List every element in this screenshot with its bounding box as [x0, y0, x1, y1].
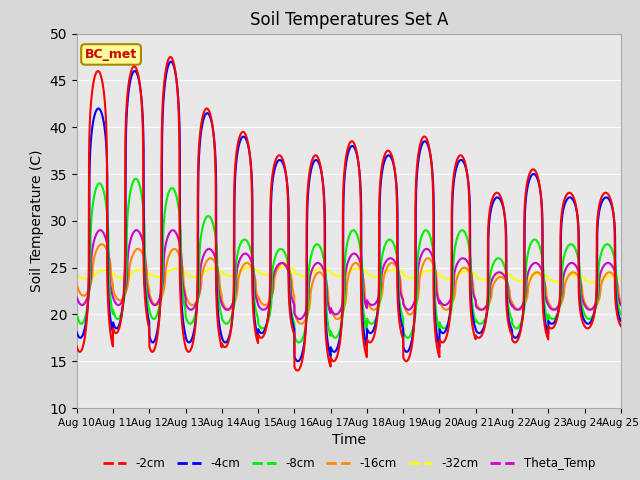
X-axis label: Time: Time	[332, 433, 366, 447]
Y-axis label: Soil Temperature (C): Soil Temperature (C)	[30, 150, 44, 292]
Legend: -2cm, -4cm, -8cm, -16cm, -32cm, Theta_Temp: -2cm, -4cm, -8cm, -16cm, -32cm, Theta_Te…	[98, 453, 600, 475]
Title: Soil Temperatures Set A: Soil Temperatures Set A	[250, 11, 448, 29]
Text: BC_met: BC_met	[85, 48, 137, 61]
